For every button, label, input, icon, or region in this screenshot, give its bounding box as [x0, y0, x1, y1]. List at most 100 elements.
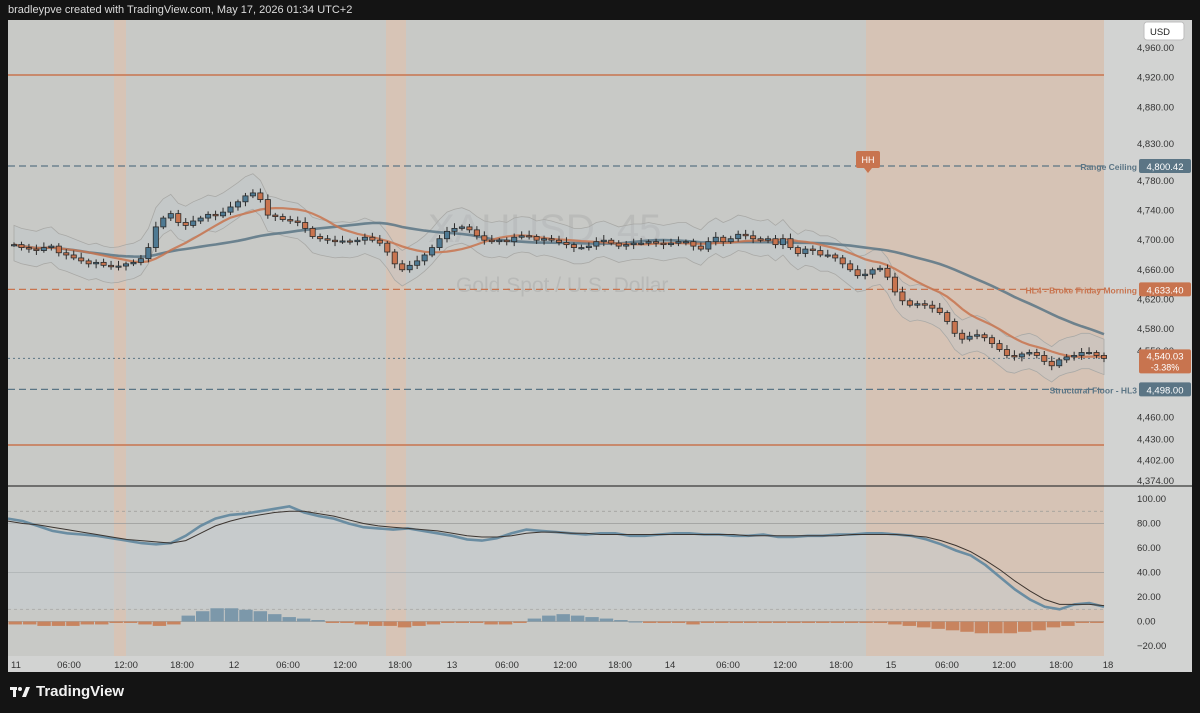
candle-body[interactable]	[212, 213, 219, 217]
candle-body[interactable]	[765, 238, 772, 241]
candle-body[interactable]	[533, 236, 540, 241]
candle-body[interactable]	[25, 247, 32, 250]
candle-body[interactable]	[615, 242, 622, 247]
candle-body[interactable]	[1033, 352, 1040, 356]
candle-body[interactable]	[1048, 360, 1055, 367]
currency-label[interactable]: USD	[1150, 27, 1170, 38]
candle-body[interactable]	[1003, 349, 1010, 356]
candle-body[interactable]	[750, 235, 757, 240]
candle-body[interactable]	[242, 195, 249, 203]
candle-body[interactable]	[205, 213, 212, 219]
currency-button[interactable]	[1143, 21, 1185, 41]
last-price-tag[interactable]	[1139, 349, 1191, 374]
candle-body[interactable]	[287, 219, 294, 222]
candle-body[interactable]	[511, 236, 518, 243]
candle-body[interactable]	[279, 216, 286, 220]
candle-body[interactable]	[712, 236, 719, 243]
candle-body[interactable]	[220, 211, 227, 217]
candle-body[interactable]	[63, 252, 70, 256]
candle-body[interactable]	[429, 247, 436, 256]
candle-body[interactable]	[48, 245, 55, 248]
candle-body[interactable]	[406, 264, 413, 271]
candle-body[interactable]	[70, 254, 77, 259]
candle-body[interactable]	[55, 245, 62, 254]
candle-body[interactable]	[85, 260, 92, 265]
candle-body[interactable]	[78, 257, 85, 262]
candle-body[interactable]	[361, 236, 368, 241]
candle-body[interactable]	[384, 242, 391, 253]
candle-body[interactable]	[809, 248, 816, 251]
candle-body[interactable]	[959, 332, 966, 340]
candle-body[interactable]	[854, 269, 861, 277]
candle-body[interactable]	[145, 247, 152, 260]
candle-body[interactable]	[996, 343, 1003, 350]
price-axis[interactable]	[1104, 20, 1192, 672]
candle-body[interactable]	[824, 254, 831, 257]
candle-body[interactable]	[115, 265, 122, 268]
candle-body[interactable]	[130, 261, 137, 265]
candle-body[interactable]	[376, 239, 383, 244]
candle-body[interactable]	[272, 214, 279, 217]
candle-body[interactable]	[197, 217, 204, 222]
candle-body[interactable]	[1056, 359, 1063, 367]
candle-body[interactable]	[369, 236, 376, 241]
candle-body[interactable]	[944, 312, 951, 322]
candle-body[interactable]	[779, 238, 786, 246]
candle-body[interactable]	[570, 244, 577, 248]
candle-body[interactable]	[1071, 355, 1078, 358]
candle-body[interactable]	[40, 247, 47, 251]
candle-body[interactable]	[877, 267, 884, 271]
candle-body[interactable]	[660, 242, 667, 246]
candle-body[interactable]	[891, 276, 898, 293]
candle-body[interactable]	[638, 242, 645, 245]
candle-body[interactable]	[324, 238, 331, 241]
chart-area[interactable]: XAUUSD, 45 Gold Spot / U.S. Dollar Range C…	[8, 20, 1192, 672]
candle-body[interactable]	[667, 242, 674, 246]
candle-body[interactable]	[518, 235, 525, 238]
candle-body[interactable]	[929, 304, 936, 309]
candle-body[interactable]	[869, 269, 876, 275]
candle-body[interactable]	[122, 263, 129, 267]
candle-body[interactable]	[556, 239, 563, 243]
candle-body[interactable]	[839, 257, 846, 265]
candle-body[interactable]	[1026, 352, 1033, 355]
candle-body[interactable]	[309, 227, 316, 237]
candle-body[interactable]	[496, 239, 503, 243]
candle-body[interactable]	[100, 261, 107, 266]
candle-body[interactable]	[249, 192, 256, 197]
candle-body[interactable]	[906, 300, 913, 306]
candle-body[interactable]	[974, 334, 981, 337]
candle-body[interactable]	[1063, 356, 1070, 361]
candle-body[interactable]	[735, 233, 742, 240]
candle-body[interactable]	[160, 217, 167, 228]
candle-body[interactable]	[682, 241, 689, 244]
candle-body[interactable]	[921, 303, 928, 306]
candle-body[interactable]	[608, 239, 615, 244]
candle-body[interactable]	[481, 235, 488, 241]
candle-body[interactable]	[421, 254, 428, 262]
candle-body[interactable]	[1041, 355, 1048, 362]
candle-body[interactable]	[1086, 352, 1093, 355]
candle-body[interactable]	[451, 227, 458, 232]
candle-body[interactable]	[720, 236, 727, 243]
candle-body[interactable]	[772, 238, 779, 246]
candle-body[interactable]	[884, 267, 891, 278]
candle-body[interactable]	[18, 244, 25, 248]
candle-body[interactable]	[339, 240, 346, 243]
candle-body[interactable]	[563, 242, 570, 246]
candle-body[interactable]	[1011, 355, 1018, 358]
candle-body[interactable]	[989, 337, 996, 345]
candle-body[interactable]	[1078, 352, 1085, 356]
candle-body[interactable]	[414, 260, 421, 266]
candle-body[interactable]	[951, 321, 958, 334]
candle-body[interactable]	[757, 238, 764, 241]
candle-body[interactable]	[1018, 353, 1025, 358]
candle-body[interactable]	[862, 273, 869, 277]
candle-body[interactable]	[137, 258, 144, 263]
candle-body[interactable]	[302, 222, 309, 229]
candle-body[interactable]	[966, 335, 973, 340]
candle-body[interactable]	[354, 239, 361, 243]
candle-body[interactable]	[227, 206, 234, 213]
candle-body[interactable]	[466, 226, 473, 231]
